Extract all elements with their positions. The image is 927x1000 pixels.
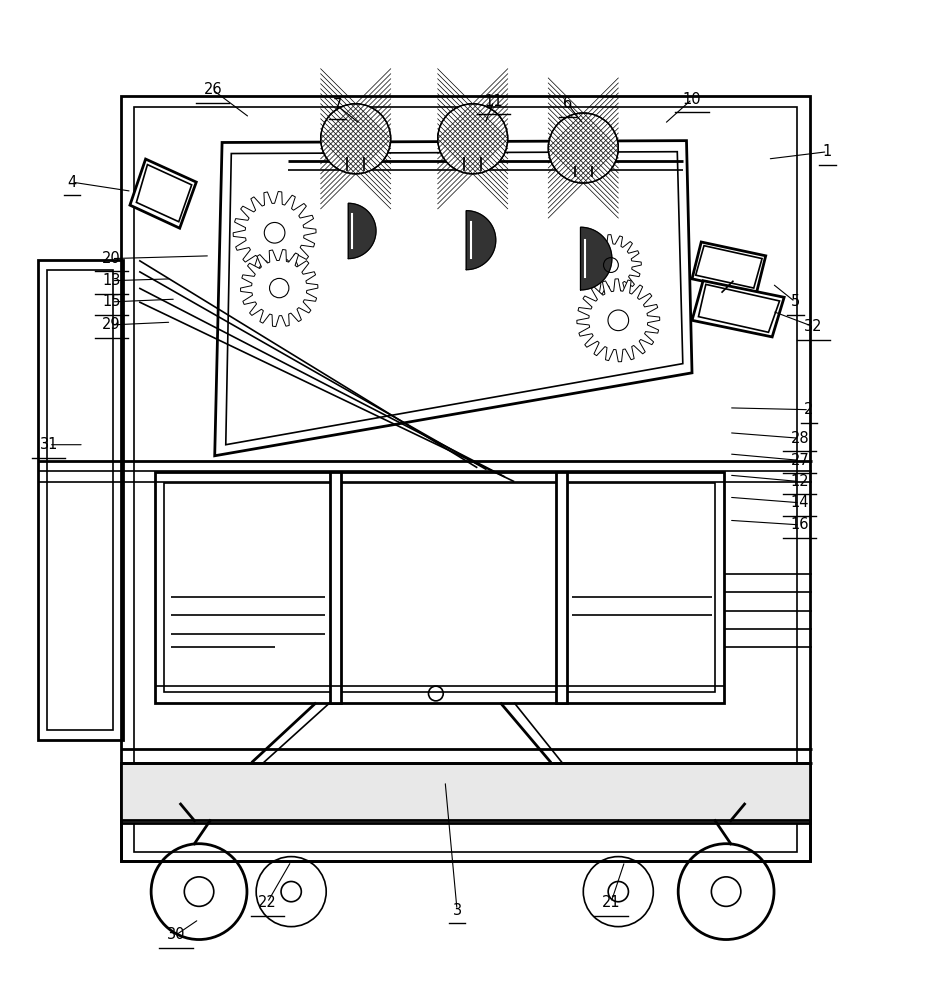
- Polygon shape: [130, 159, 197, 228]
- Bar: [47, 270, 113, 730]
- Text: 15: 15: [102, 294, 121, 309]
- Polygon shape: [692, 281, 784, 337]
- Text: 14: 14: [791, 495, 809, 510]
- Polygon shape: [466, 211, 496, 270]
- Text: 12: 12: [791, 474, 809, 489]
- Bar: [155, 472, 724, 703]
- Bar: [461, 141, 485, 171]
- Bar: [121, 763, 810, 823]
- Text: 26: 26: [204, 82, 222, 97]
- Text: 20: 20: [102, 251, 121, 266]
- Bar: [555, 472, 566, 703]
- Bar: [344, 141, 368, 171]
- Polygon shape: [349, 203, 376, 259]
- Text: 5: 5: [791, 294, 800, 309]
- Bar: [133, 107, 797, 852]
- Text: 21: 21: [602, 895, 620, 910]
- Text: 16: 16: [791, 517, 809, 532]
- Bar: [121, 96, 810, 861]
- Circle shape: [548, 113, 618, 183]
- Text: 2: 2: [805, 402, 814, 417]
- Bar: [330, 472, 341, 703]
- Circle shape: [321, 104, 390, 174]
- Bar: [121, 820, 810, 861]
- Text: 32: 32: [805, 319, 823, 334]
- Text: 29: 29: [102, 317, 121, 332]
- Polygon shape: [580, 235, 641, 295]
- Bar: [164, 483, 715, 692]
- Text: 30: 30: [167, 927, 185, 942]
- Text: 4: 4: [68, 175, 77, 190]
- Text: 1: 1: [823, 144, 832, 159]
- Polygon shape: [692, 242, 766, 293]
- Circle shape: [438, 104, 508, 174]
- Text: 28: 28: [791, 431, 809, 446]
- Polygon shape: [580, 227, 612, 290]
- Bar: [38, 260, 122, 740]
- Text: 11: 11: [485, 94, 503, 109]
- Polygon shape: [240, 250, 318, 327]
- Polygon shape: [233, 191, 316, 274]
- Polygon shape: [577, 279, 660, 362]
- Text: 6: 6: [563, 96, 572, 111]
- Polygon shape: [215, 141, 692, 456]
- Text: 31: 31: [40, 437, 58, 452]
- Text: 10: 10: [682, 92, 702, 107]
- Text: 7: 7: [333, 98, 342, 113]
- Text: 27: 27: [791, 453, 809, 468]
- Text: 3: 3: [452, 903, 462, 918]
- Text: 13: 13: [102, 273, 121, 288]
- Text: 22: 22: [258, 895, 276, 910]
- Bar: [571, 150, 595, 177]
